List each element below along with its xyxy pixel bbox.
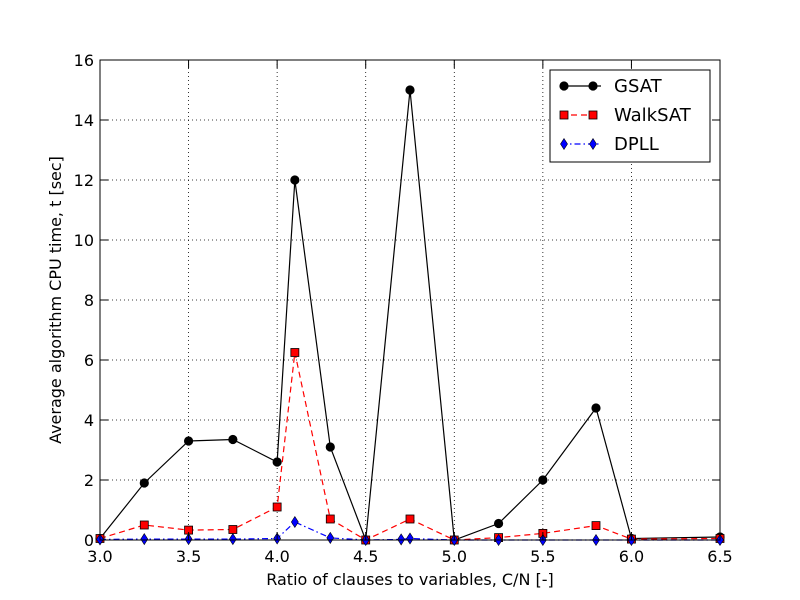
data-point-walksat — [591, 521, 601, 530]
data-point-walksat — [272, 502, 282, 512]
tick-labels: 3.0 3.5 4.0 4.5 5.0 5.5 6.0 6.5 0 2 4 6 8 10 12 14 16 — [74, 51, 733, 566]
data-point-walksat — [139, 520, 149, 530]
x-tick-label: 6.5 — [707, 547, 732, 566]
data-point-gsat — [591, 403, 601, 413]
data-point-gsat — [493, 518, 504, 529]
y-tick-label: 4 — [84, 411, 94, 430]
x-tick-label: 4.0 — [264, 547, 289, 566]
x-tick-label: 4.5 — [353, 547, 378, 566]
x-tick-label: 3.5 — [176, 547, 201, 566]
x-tick-label: 5.5 — [530, 547, 555, 566]
x-tick-label: 3.0 — [87, 547, 112, 566]
y-tick-label: 2 — [84, 471, 94, 490]
data-point-walksat — [405, 514, 415, 524]
data-point-dpll — [397, 533, 405, 546]
data-point-dpll — [406, 532, 414, 545]
data-point-gsat — [228, 434, 238, 445]
data-point-gsat — [538, 475, 548, 485]
y-tick-label: 12 — [74, 171, 94, 190]
y-tick-label: 14 — [74, 111, 94, 130]
data-point-gsat — [405, 85, 415, 95]
data-point-gsat — [272, 457, 282, 467]
data-point-gsat — [290, 175, 300, 185]
x-tick-label: 5.0 — [442, 547, 467, 566]
data-point-dpll — [291, 515, 299, 529]
legend-marker-walksat — [559, 110, 569, 120]
legend: GSAT WalkSAT DPLL — [549, 69, 711, 163]
y-tick-label: 16 — [74, 51, 94, 70]
legend-marker-dpll — [589, 137, 597, 151]
legend-box — [549, 69, 711, 163]
legend-label-walksat: WalkSAT — [614, 105, 692, 126]
legend-label-dpll: DPLL — [614, 134, 659, 155]
data-point-dpll — [326, 531, 335, 544]
y-tick-label: 0 — [84, 531, 94, 550]
legend-marker-gsat — [588, 81, 598, 91]
legend-marker-walksat — [588, 110, 598, 120]
y-axis-label: Average algorithm CPU time, t [sec] — [46, 156, 65, 444]
x-axis-label: Ratio of clauses to variables, C/N [-] — [266, 570, 554, 589]
y-tick-label: 6 — [84, 351, 94, 370]
axis-ticks — [99, 59, 721, 541]
data-point-dpll — [140, 533, 149, 546]
y-tick-label: 10 — [74, 231, 94, 250]
data-point-gsat — [139, 478, 149, 488]
legend-label-gsat: GSAT — [614, 76, 663, 97]
data-point-walksat — [228, 525, 238, 534]
data-point-walksat — [325, 514, 335, 524]
legend-marker-gsat — [559, 81, 569, 91]
data-point-walksat — [290, 348, 300, 357]
x-tick-label: 6.0 — [619, 547, 644, 566]
data-point-dpll — [229, 533, 237, 546]
legend-marker-dpll — [560, 137, 568, 151]
data-point-gsat — [183, 436, 194, 446]
y-tick-label: 8 — [84, 291, 94, 310]
data-point-gsat — [325, 442, 335, 452]
